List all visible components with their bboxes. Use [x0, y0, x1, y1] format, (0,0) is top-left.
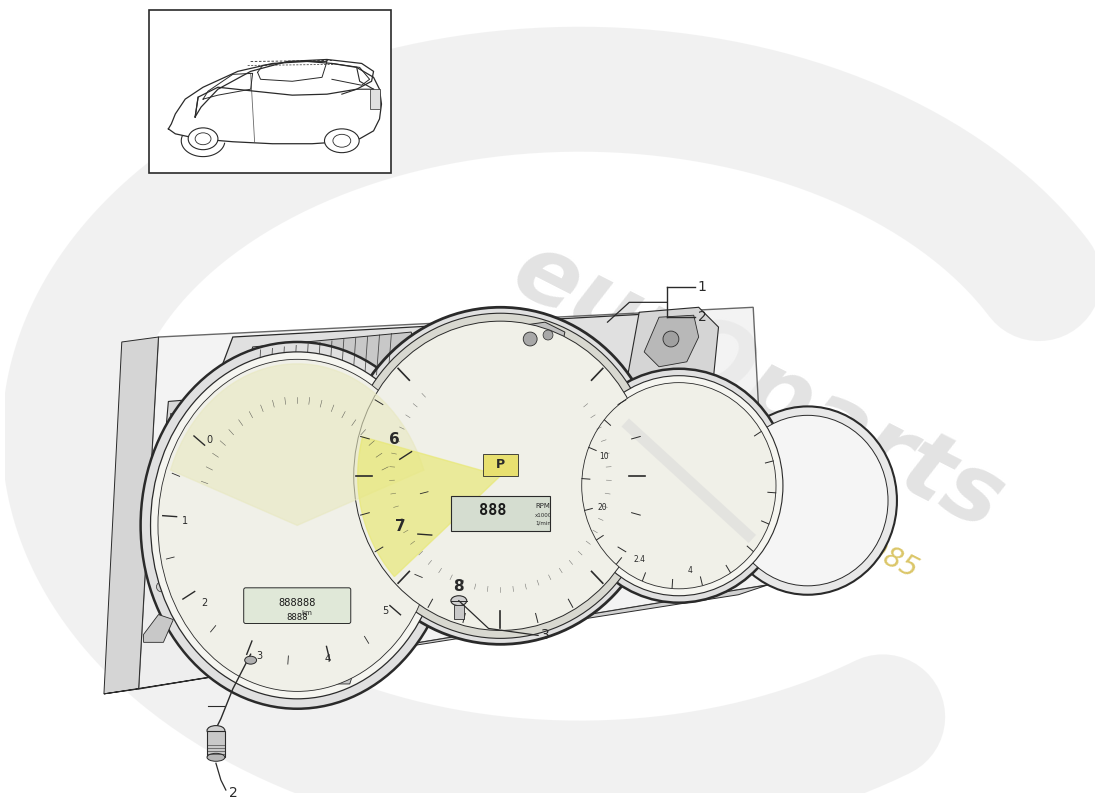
Text: km: km: [301, 610, 312, 615]
Text: 2: 2: [229, 786, 238, 800]
Text: 2: 2: [201, 598, 208, 608]
Text: eurOparts: eurOparts: [497, 223, 1019, 550]
Polygon shape: [619, 307, 718, 422]
Polygon shape: [392, 377, 520, 471]
Polygon shape: [590, 386, 674, 458]
Ellipse shape: [207, 754, 224, 762]
Ellipse shape: [324, 129, 360, 153]
Text: 6: 6: [389, 431, 400, 446]
Polygon shape: [103, 585, 768, 694]
Ellipse shape: [188, 128, 218, 150]
Ellipse shape: [158, 359, 437, 691]
Text: 3: 3: [541, 628, 550, 642]
Polygon shape: [170, 364, 424, 526]
Text: RPM: RPM: [535, 502, 550, 509]
Polygon shape: [454, 605, 464, 618]
Ellipse shape: [451, 596, 466, 606]
FancyBboxPatch shape: [170, 443, 210, 467]
Polygon shape: [358, 437, 500, 577]
Polygon shape: [204, 312, 698, 441]
Text: 4: 4: [324, 654, 331, 664]
FancyBboxPatch shape: [244, 588, 351, 623]
Ellipse shape: [195, 133, 211, 145]
Circle shape: [663, 331, 679, 347]
Bar: [483, 454, 518, 476]
Circle shape: [156, 582, 166, 592]
Text: 2.4: 2.4: [634, 555, 646, 564]
FancyBboxPatch shape: [451, 496, 550, 531]
Text: 1: 1: [697, 281, 706, 294]
Polygon shape: [152, 397, 243, 605]
Ellipse shape: [727, 415, 888, 586]
Polygon shape: [103, 337, 158, 694]
Polygon shape: [322, 659, 356, 684]
FancyBboxPatch shape: [170, 473, 210, 497]
Text: 4: 4: [688, 566, 692, 574]
Text: 1: 1: [183, 515, 188, 526]
Polygon shape: [645, 315, 698, 366]
FancyBboxPatch shape: [151, 564, 173, 588]
Text: 8888: 8888: [286, 613, 308, 622]
Polygon shape: [491, 322, 565, 369]
Bar: [370, 90, 379, 109]
Polygon shape: [144, 614, 174, 642]
Circle shape: [524, 332, 537, 346]
Ellipse shape: [207, 726, 224, 735]
Ellipse shape: [568, 369, 790, 602]
Text: 8: 8: [453, 578, 464, 594]
Text: 2: 2: [697, 310, 706, 324]
Text: a parts supplier since 1985: a parts supplier since 1985: [573, 387, 923, 584]
Ellipse shape: [244, 656, 256, 664]
Ellipse shape: [340, 307, 661, 644]
Ellipse shape: [333, 134, 351, 147]
Text: 888: 888: [478, 503, 506, 518]
Text: 20: 20: [597, 503, 607, 512]
Text: P: P: [496, 458, 505, 471]
Ellipse shape: [141, 342, 454, 709]
Ellipse shape: [718, 406, 896, 594]
Ellipse shape: [354, 321, 647, 630]
Polygon shape: [238, 332, 421, 411]
Ellipse shape: [575, 376, 783, 596]
Ellipse shape: [151, 352, 444, 699]
Text: 1/min: 1/min: [535, 521, 551, 526]
Bar: [148, 10, 392, 174]
Ellipse shape: [345, 314, 656, 638]
Polygon shape: [207, 730, 224, 758]
Text: 5: 5: [383, 606, 388, 616]
Polygon shape: [139, 307, 768, 689]
Circle shape: [543, 330, 553, 340]
Text: 0: 0: [206, 435, 212, 445]
Text: 7: 7: [395, 518, 405, 534]
FancyBboxPatch shape: [170, 414, 210, 437]
Text: 3: 3: [256, 650, 262, 661]
Text: 888888: 888888: [278, 598, 316, 608]
FancyBboxPatch shape: [170, 505, 210, 524]
Ellipse shape: [582, 382, 775, 589]
Text: 10: 10: [600, 452, 609, 461]
Text: x1000: x1000: [535, 513, 552, 518]
